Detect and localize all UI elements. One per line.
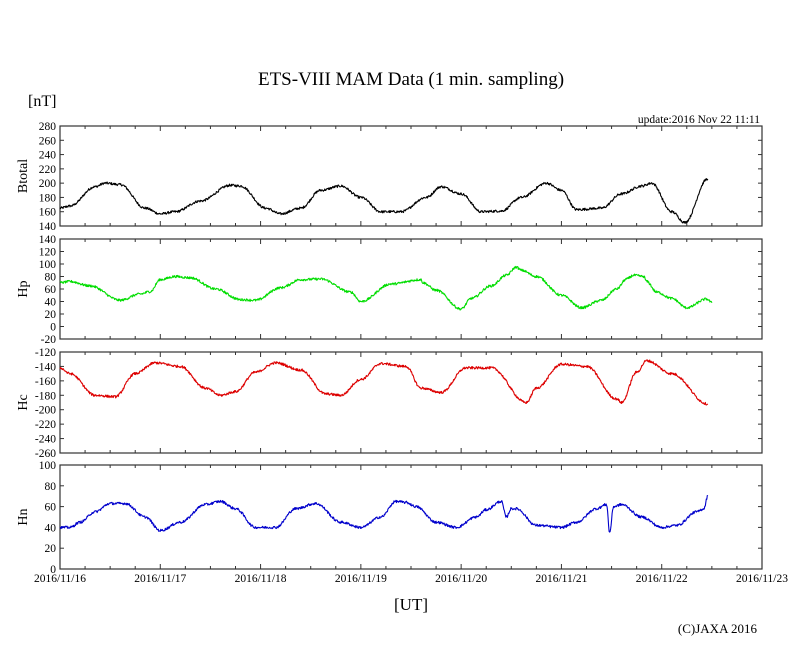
y-tick-label: -220 [35, 419, 56, 431]
x-tick-label: 2016/11/23 [736, 573, 788, 585]
plot-frame [59, 238, 763, 340]
y-tick-label: -160 [35, 376, 56, 388]
y-tick-label: -240 [35, 434, 56, 446]
plot-frame [59, 464, 763, 570]
y-tick-label: 100 [39, 259, 57, 271]
y-tick-label: 220 [39, 164, 57, 176]
series-line-hn [59, 495, 709, 533]
y-tick-label: -200 [35, 405, 56, 417]
y-tick-label: 40 [45, 297, 57, 309]
y-tick-label: -140 [35, 361, 56, 373]
x-tick-labels: 2016/11/16 2016/11/17 2016/11/18 2016/11/19… [34, 573, 788, 585]
panel-hn: 0 20 40 60 80 100 Hn [16, 460, 763, 576]
plot-frame [59, 351, 763, 454]
y-tick-label: 100 [39, 460, 57, 472]
x-tick-label: 2016/11/19 [335, 573, 387, 585]
series-line-btotal [59, 178, 709, 224]
series-line-hp [59, 265, 713, 311]
y-tick-label: 280 [39, 121, 57, 133]
x-tick-label: 2016/11/21 [535, 573, 587, 585]
y-tick-label: 0 [50, 322, 56, 334]
y-tick-label: 160 [39, 207, 57, 219]
y-tick-label: 140 [39, 234, 57, 246]
y-tick-label: 260 [39, 135, 57, 147]
x-axis-label: [UT] [394, 595, 428, 614]
y-tick-label: 80 [45, 481, 57, 493]
x-tick-label: 2016/11/16 [34, 573, 86, 585]
x-tick-label: 2016/11/17 [134, 573, 186, 585]
x-tick-label: 2016/11/20 [435, 573, 487, 585]
y-tick-label: 180 [39, 192, 57, 204]
copyright-text: (C)JAXA 2016 [678, 621, 758, 636]
plot-frame [59, 125, 763, 227]
y-tick-label: 60 [45, 502, 57, 514]
y-tick-label: 120 [39, 247, 57, 259]
y-tick-label: -180 [35, 390, 56, 402]
y-tick-label: 0 [50, 564, 56, 576]
x-tick-label: 2016/11/22 [636, 573, 688, 585]
y-tick-label: 60 [45, 284, 57, 296]
y-axis-label-hc: Hc [16, 394, 31, 410]
y-tick-label: -120 [35, 347, 56, 359]
panel-btotal: 140 160 180 200 220 240 260 280 Btotal [16, 121, 763, 233]
y-tick-label: -260 [35, 448, 56, 460]
y-axis-label-btotal: Btotal [16, 159, 31, 193]
chart-title: ETS-VIII MAM Data (1 min. sampling) [258, 69, 564, 90]
y-axis-label-hp: Hp [16, 280, 31, 297]
update-timestamp: update:2016 Nov 22 11:11 [638, 114, 760, 126]
panel-hc: -260 -240 -220 -200 -180 -160 -140 -120 Hc [16, 347, 763, 460]
y-tick-label: 200 [39, 178, 57, 190]
units-label: [nT] [28, 93, 56, 110]
y-tick-label: 40 [45, 522, 57, 534]
y-tick-label: 140 [39, 221, 57, 233]
y-axis-label-hn: Hn [16, 508, 31, 525]
y-tick-label: 80 [45, 272, 57, 284]
y-tick-label: -20 [41, 334, 57, 346]
y-tick-label: 20 [45, 309, 57, 321]
series-line-hc [59, 359, 709, 406]
x-tick-label: 2016/11/18 [235, 573, 287, 585]
y-tick-label: 240 [39, 150, 57, 162]
y-tick-label: 20 [45, 543, 57, 555]
panels-group: 140160180200220240260280Btotal-200204060… [16, 121, 763, 576]
